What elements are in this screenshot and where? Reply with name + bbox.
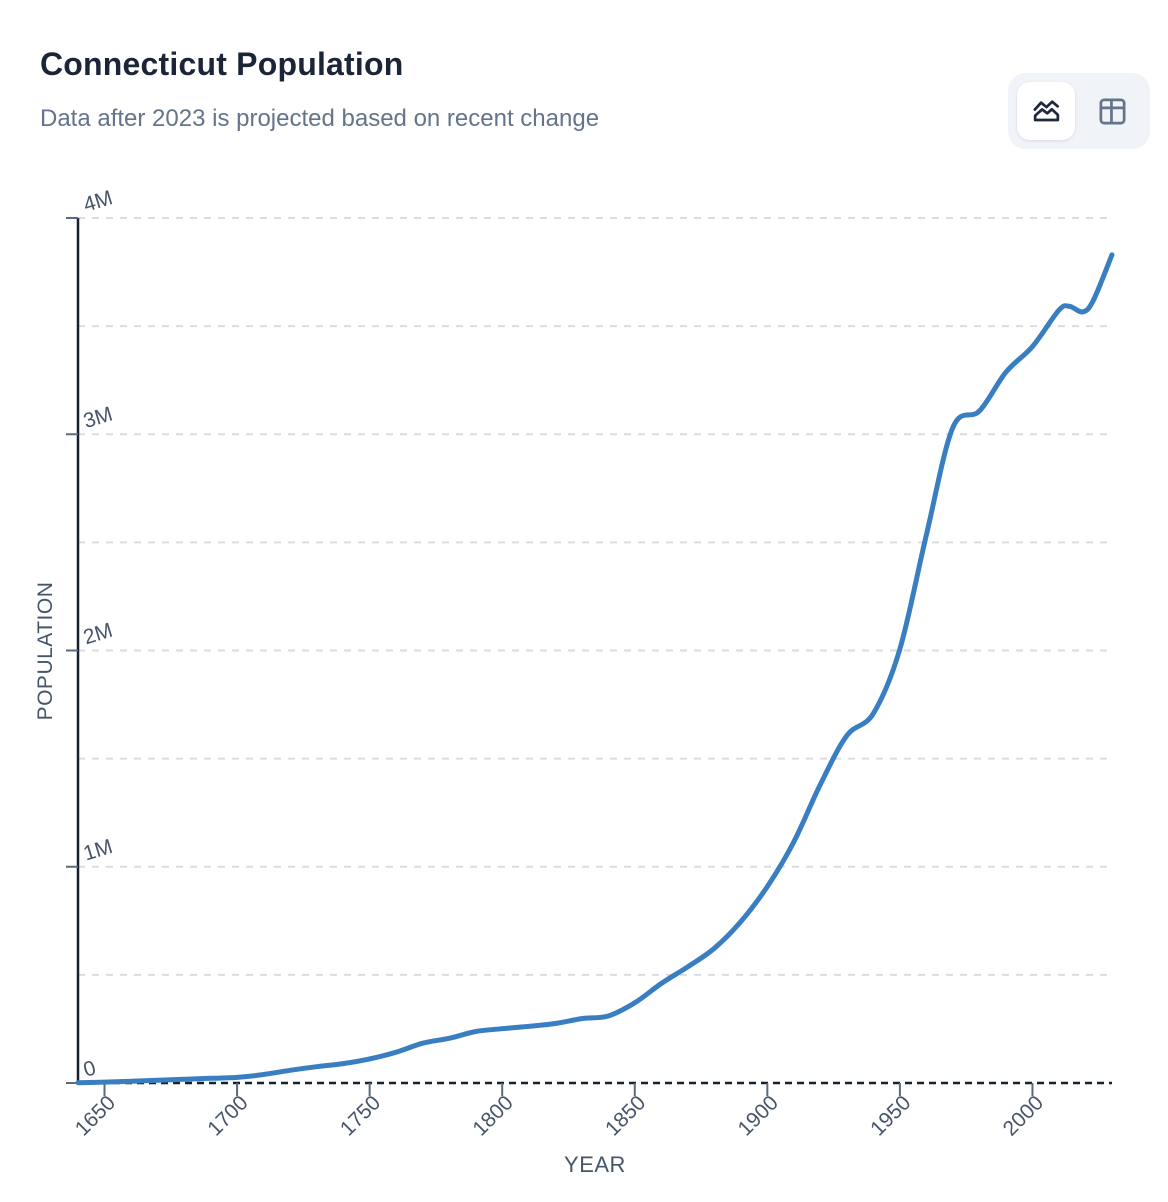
x-tick-label: 1750 [336,1091,385,1140]
y-axis-title: POPULATION [34,582,57,721]
x-tick-label: 1950 [866,1091,915,1140]
table-view-button[interactable] [1083,82,1141,140]
area-chart-icon [1031,96,1062,127]
y-tick-label: 2M [81,619,116,650]
table-icon [1097,96,1128,127]
y-tick-label: 3M [81,403,116,434]
x-tick-label: 1900 [734,1091,783,1140]
x-tick-label: 1800 [468,1091,517,1140]
y-tick-label: 0 [81,1056,99,1081]
x-tick-label: 1650 [71,1091,120,1140]
x-tick-label: 1700 [203,1091,252,1140]
page-header: Connecticut Population Data after 2023 i… [40,46,599,133]
x-tick-label: 2000 [999,1091,1048,1140]
x-tick-label: 1850 [601,1091,650,1140]
x-axis-title: YEAR [564,1152,626,1177]
page-title: Connecticut Population [40,46,404,82]
y-tick-label: 4M [81,186,116,217]
population-line [75,252,1115,1086]
chart-view-button[interactable] [1017,82,1075,140]
page-subtitle: Data after 2023 is projected based on re… [40,105,600,132]
view-toggle [1008,73,1150,149]
y-tick-label: 1M [81,835,116,866]
